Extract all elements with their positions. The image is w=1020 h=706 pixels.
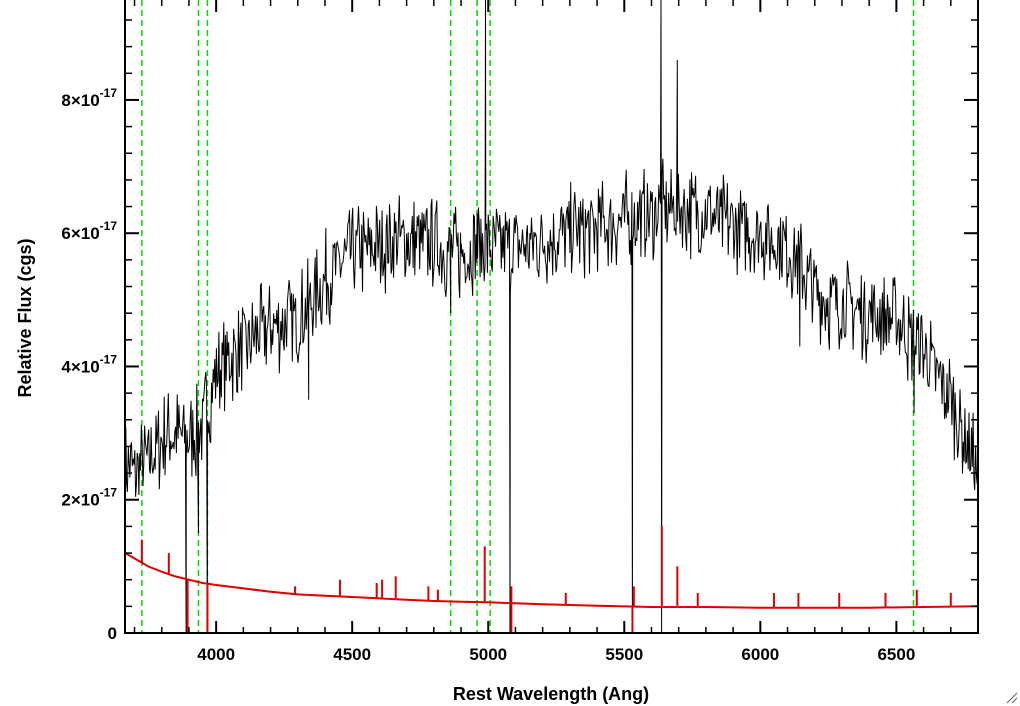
y-tick-label-group: 0 2×10-17 4×10-17 6×10-17 8×10-17 xyxy=(61,86,117,643)
x-tick-label: 6500 xyxy=(877,645,915,664)
y-tick-label: 2×10-17 xyxy=(61,486,117,510)
series-group xyxy=(125,0,978,633)
tick-group xyxy=(125,0,978,634)
y-tick-label: 0 xyxy=(108,624,117,643)
series-line xyxy=(125,552,978,609)
x-tick-label: 5500 xyxy=(605,645,643,664)
x-tick-label-group: 4000 4500 5000 5500 6000 6500 xyxy=(197,645,915,664)
y-axis-title: Relative Flux (cgs) xyxy=(15,238,35,397)
y-tick-label: 8×10-17 xyxy=(61,86,117,110)
x-tick-label: 5000 xyxy=(469,645,507,664)
resize-grip-icon[interactable] xyxy=(1004,690,1018,704)
x-axis-title: Rest Wavelength (Ang) xyxy=(453,684,649,704)
y-tick-label: 4×10-17 xyxy=(61,352,117,376)
x-tick-label: 6000 xyxy=(741,645,779,664)
series-line xyxy=(125,0,978,633)
x-tick-label: 4000 xyxy=(197,645,235,664)
x-tick-label: 4500 xyxy=(333,645,371,664)
reference-line-group xyxy=(141,0,915,633)
plot-frame xyxy=(124,0,979,634)
y-tick-label: 6×10-17 xyxy=(61,219,117,243)
